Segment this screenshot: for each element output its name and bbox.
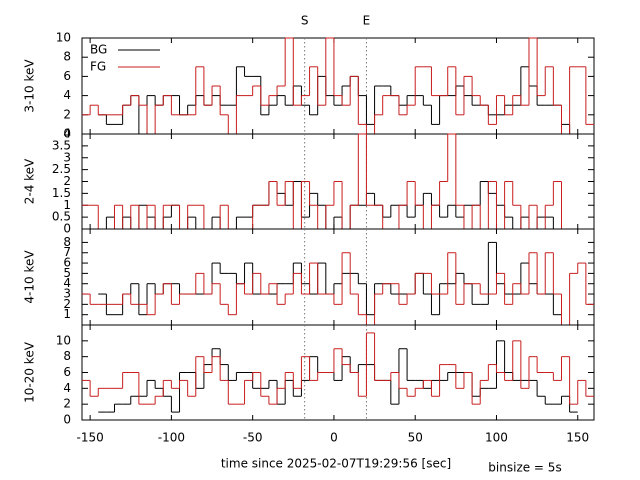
y-tick-label: 0.5 — [52, 210, 71, 224]
y-tick-label: 3 — [63, 150, 71, 164]
y-tick-label: 6 — [63, 365, 71, 379]
y-tick-label: 1.5 — [52, 186, 71, 200]
annotation: binsize = 5s — [488, 461, 561, 475]
plot-frame — [81, 228, 595, 326]
y-tick-label: 1 — [63, 307, 71, 321]
plot-frame — [81, 37, 595, 135]
x-axis-label: time since 2025-02-07T19:29:56 [sec] — [221, 457, 451, 471]
y-tick-label: 0 — [63, 222, 71, 236]
y-tick-label: 4 — [63, 276, 71, 290]
marker-label: E — [363, 14, 371, 28]
y-tick-label: 8 — [63, 235, 71, 249]
y-tick-label: 2.5 — [52, 162, 71, 176]
y-tick-label: 3.5 — [52, 138, 71, 152]
x-tick-label: -100 — [158, 431, 185, 445]
x-tick-label: 0 — [330, 431, 338, 445]
y-tick-label: 8 — [63, 50, 71, 64]
y-tick-label: 5 — [63, 266, 71, 280]
x-tick-label: -150 — [77, 431, 104, 445]
y-tick-label: 8 — [63, 349, 71, 363]
y-tick-label: 2 — [63, 397, 71, 411]
y-tick-label: 6 — [63, 69, 71, 83]
y-tick-label: 6 — [63, 256, 71, 270]
y-tick-label: 10 — [56, 31, 71, 45]
x-tick-label: 50 — [408, 431, 423, 445]
x-tick-label: 100 — [485, 431, 508, 445]
y-tick-label: 1 — [63, 198, 71, 212]
y-tick-label: 2 — [63, 107, 71, 121]
y-axis-label: 3-10 keV — [23, 59, 37, 113]
y-tick-label: 0 — [63, 413, 71, 427]
marker-label: S — [301, 14, 309, 28]
y-axis-label: 10-20 keV — [23, 341, 37, 403]
y-tick-label: 4 — [63, 88, 71, 102]
y-tick-label: 2 — [63, 174, 71, 188]
x-tick-label: -50 — [243, 431, 263, 445]
y-tick-label: 7 — [63, 245, 71, 259]
y-tick-label: 10 — [56, 333, 71, 347]
y-tick-label: 3 — [63, 287, 71, 301]
y-axis-label: 4-10 keV — [23, 250, 37, 304]
y-tick-label: 4 — [63, 127, 71, 141]
legend-label: BG — [90, 43, 107, 57]
y-tick-label: 2 — [63, 297, 71, 311]
legend-label: FG — [90, 60, 106, 74]
y-tick-label: 4 — [63, 381, 71, 395]
x-tick-label: 150 — [566, 431, 589, 445]
plot-frame — [81, 324, 595, 421]
y-axis-label: 2-4 keV — [23, 158, 37, 204]
y-tick-label: 0 — [63, 127, 71, 141]
